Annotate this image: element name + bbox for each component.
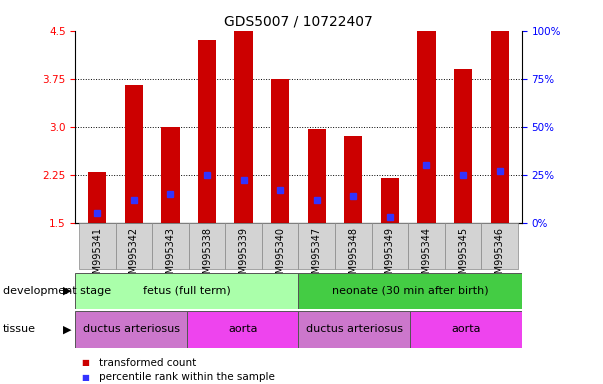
Text: ■: ■ — [81, 372, 89, 382]
Text: GSM995341: GSM995341 — [92, 227, 103, 286]
Bar — [152, 223, 189, 269]
Bar — [262, 223, 298, 269]
Text: tissue: tissue — [3, 324, 36, 334]
Text: GSM995340: GSM995340 — [275, 227, 285, 286]
Bar — [481, 223, 518, 269]
Bar — [335, 223, 371, 269]
Text: fetus (full term): fetus (full term) — [143, 286, 231, 296]
Bar — [344, 136, 362, 223]
Text: neonate (30 min after birth): neonate (30 min after birth) — [332, 286, 488, 296]
Text: percentile rank within the sample: percentile rank within the sample — [99, 372, 276, 382]
Bar — [410, 311, 522, 348]
Text: GSM995347: GSM995347 — [312, 227, 322, 286]
Bar — [79, 223, 116, 269]
Bar — [298, 311, 410, 348]
Bar — [125, 85, 143, 223]
Text: GSM995338: GSM995338 — [202, 227, 212, 286]
Text: ductus arteriosus: ductus arteriosus — [306, 324, 403, 334]
Bar — [187, 311, 298, 348]
Text: ▶: ▶ — [63, 324, 71, 334]
Bar — [454, 69, 472, 223]
Bar — [75, 273, 298, 309]
Bar — [308, 129, 326, 223]
Bar — [298, 223, 335, 269]
Text: ductus arteriosus: ductus arteriosus — [83, 324, 180, 334]
Text: GSM995343: GSM995343 — [165, 227, 175, 286]
Bar — [380, 178, 399, 223]
Text: GSM995345: GSM995345 — [458, 227, 468, 286]
Text: transformed count: transformed count — [99, 358, 197, 368]
Text: GSM995339: GSM995339 — [239, 227, 248, 286]
Text: development stage: development stage — [3, 286, 111, 296]
Text: ■: ■ — [81, 358, 89, 367]
Title: GDS5007 / 10722407: GDS5007 / 10722407 — [224, 14, 373, 28]
Text: GSM995348: GSM995348 — [349, 227, 358, 286]
Text: GSM995346: GSM995346 — [494, 227, 505, 286]
Bar — [445, 223, 481, 269]
Text: GSM995349: GSM995349 — [385, 227, 395, 286]
Text: aorta: aorta — [451, 324, 481, 334]
Bar — [198, 40, 216, 223]
Bar — [298, 273, 522, 309]
Bar — [371, 223, 408, 269]
Text: ▶: ▶ — [63, 286, 71, 296]
Bar — [189, 223, 226, 269]
Bar — [88, 172, 107, 223]
Bar — [226, 223, 262, 269]
Bar — [490, 31, 509, 223]
Bar — [75, 311, 187, 348]
Bar — [116, 223, 152, 269]
Bar — [162, 127, 180, 223]
Text: GSM995344: GSM995344 — [421, 227, 432, 286]
Bar — [417, 31, 435, 223]
Text: aorta: aorta — [228, 324, 257, 334]
Bar — [235, 31, 253, 223]
Text: GSM995342: GSM995342 — [129, 227, 139, 286]
Bar — [408, 223, 445, 269]
Bar — [271, 79, 289, 223]
